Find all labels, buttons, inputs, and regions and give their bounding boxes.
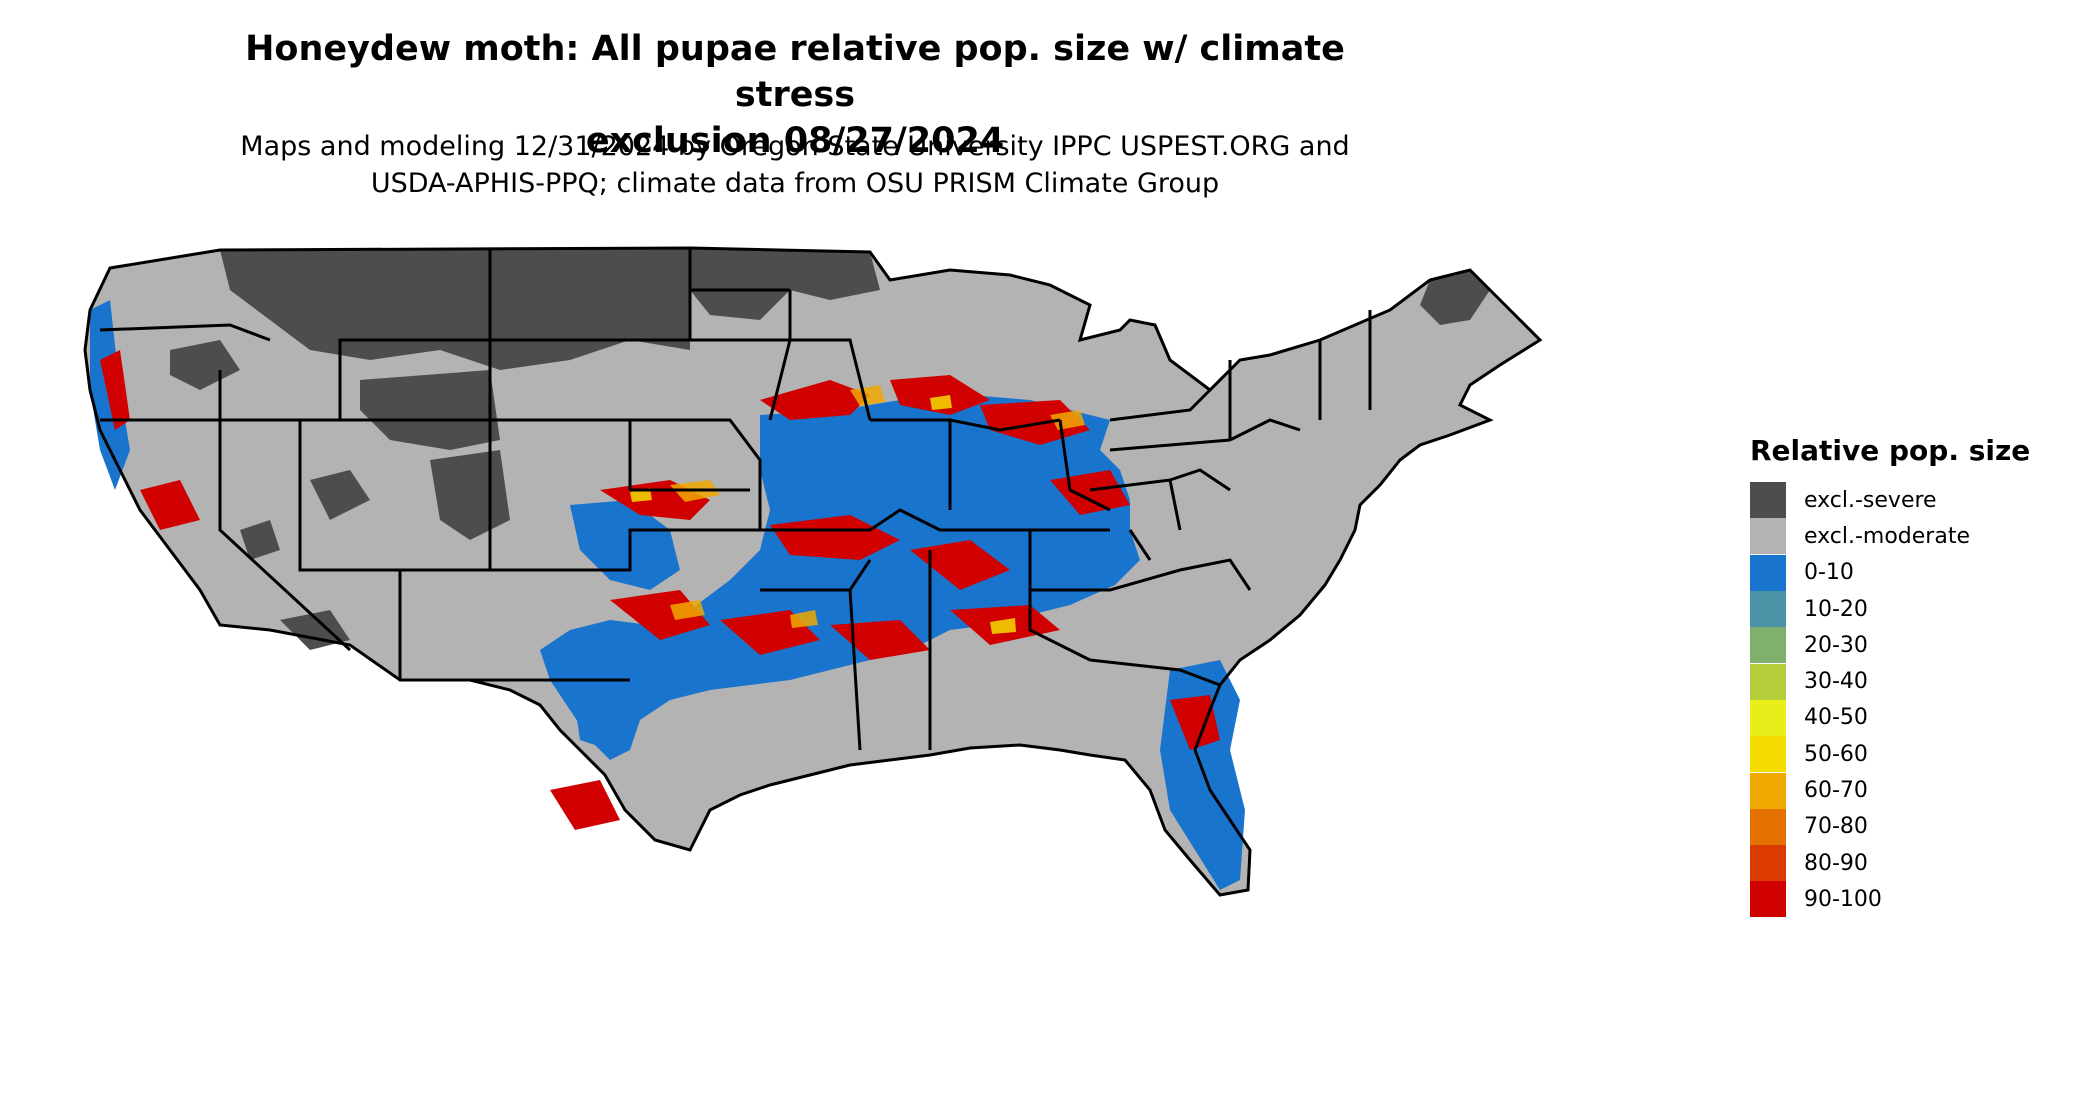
- legend-swatch: [1750, 518, 1786, 555]
- legend-item: 90-100: [1750, 881, 2080, 918]
- legend-swatch: [1750, 845, 1786, 882]
- legend-swatch: [1750, 591, 1786, 628]
- legend-item: excl.-moderate: [1750, 518, 2080, 555]
- legend-item: 10-20: [1750, 591, 2080, 628]
- legend-item: 50-60: [1750, 736, 2080, 773]
- legend-label: excl.-severe: [1804, 487, 1937, 513]
- legend-item: excl.-severe: [1750, 482, 2080, 519]
- legend-swatch: [1750, 482, 1786, 519]
- legend-label: 40-50: [1804, 705, 1868, 731]
- legend: Relative pop. size excl.-severe excl.-mod…: [1750, 434, 2080, 918]
- us-map: [70, 230, 1710, 1110]
- legend-swatch: [1750, 554, 1786, 591]
- legend-swatch: [1750, 663, 1786, 700]
- legend-label: excl.-moderate: [1804, 523, 1970, 549]
- legend-item: 0-10: [1750, 554, 2080, 591]
- legend-items: excl.-severe excl.-moderate 0-10 10-20 20-30…: [1750, 482, 2080, 918]
- legend-label: 30-40: [1804, 669, 1868, 695]
- legend-item: 40-50: [1750, 699, 2080, 736]
- zone-0-10: [90, 300, 1245, 890]
- legend-label: 90-100: [1804, 886, 1882, 912]
- legend-swatch: [1750, 699, 1786, 736]
- legend-item: 70-80: [1750, 808, 2080, 845]
- legend-label: 60-70: [1804, 778, 1868, 804]
- legend-item: 30-40: [1750, 663, 2080, 700]
- legend-title: Relative pop. size: [1750, 434, 2031, 467]
- legend-label: 70-80: [1804, 814, 1868, 840]
- map-subtitle: Maps and modeling 12/31/2024 by Oregon S…: [240, 131, 1350, 199]
- legend-swatch: [1750, 881, 1786, 918]
- legend-swatch: [1750, 808, 1786, 845]
- legend-item: 20-30: [1750, 627, 2080, 664]
- zone-90-100: [100, 350, 1220, 830]
- legend-label: 0-10: [1804, 560, 1854, 586]
- legend-label: 80-90: [1804, 850, 1868, 876]
- legend-label: 10-20: [1804, 596, 1868, 622]
- legend-swatch: [1750, 736, 1786, 773]
- legend-swatch: [1750, 627, 1786, 664]
- legend-label: 50-60: [1804, 741, 1868, 767]
- legend-swatch: [1750, 772, 1786, 809]
- zone-60-70: [670, 385, 1085, 628]
- legend-label: 20-30: [1804, 632, 1868, 658]
- map-title: Honeydew moth: All pupae relative pop. s…: [245, 29, 1345, 161]
- state-boundaries: [83, 246, 1543, 897]
- legend-item: 80-90: [1750, 845, 2080, 882]
- legend-item: 60-70: [1750, 772, 2080, 809]
